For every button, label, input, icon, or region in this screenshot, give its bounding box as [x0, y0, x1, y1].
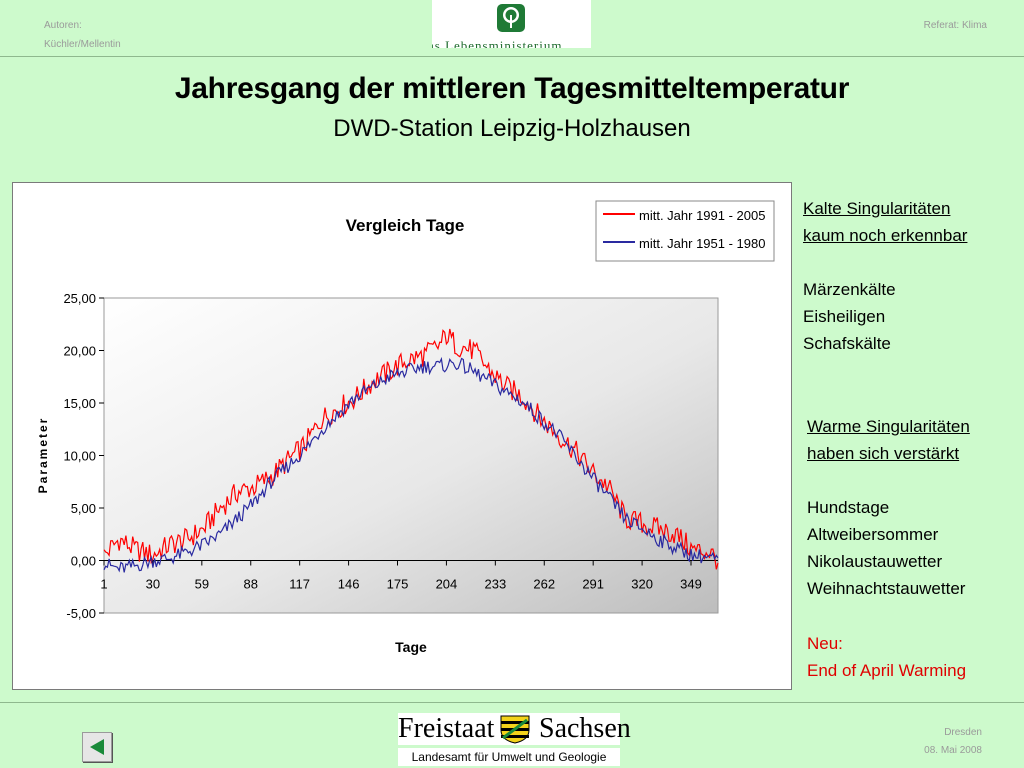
agency-name: Landesamt für Umwelt und Geologie [398, 748, 620, 766]
warm-item: Weihnachtstauwetter [807, 579, 966, 598]
x-tick-label: 59 [195, 577, 209, 592]
new-item: End of April Warming [807, 661, 967, 680]
chart-legend: mitt. Jahr 1991 - 2005 mitt. Jahr 1951 -… [595, 200, 775, 262]
state-name-right: Sachsen [539, 713, 631, 744]
y-tick-label: 5,00 [71, 501, 96, 516]
legend-label-recent: mitt. Jahr 1991 - 2005 [639, 208, 765, 223]
chart-frame: Vergleich Tage -5,00 0,00 5,00 10,00 15,00 20… [12, 182, 792, 690]
state-logo: Freistaat Sachsen [398, 713, 631, 745]
page-subtitle: DWD-Station Leipzig-Holzhausen [333, 115, 691, 142]
x-axis-label: Tage [395, 639, 427, 655]
cold-item: Schafskälte [803, 334, 891, 353]
coat-of-arms-icon [500, 715, 530, 744]
x-tick-label: 233 [484, 577, 506, 592]
tree-logo-icon [497, 4, 525, 32]
series-line-1951-1980 [103, 356, 719, 573]
temperature-chart: Vergleich Tage -5,00 0,00 5,00 10,00 15,00 20… [36, 200, 775, 655]
warm-heading-line-2: haben sich verstärkt [807, 444, 960, 463]
y-tick-label: 0,00 [71, 554, 96, 569]
cold-heading-line-1: Kalte Singularitäten [803, 199, 951, 218]
ministry-logo: as Lebensministerium [432, 0, 591, 48]
x-tick-label: 1 [100, 577, 107, 592]
y-tick-label: 25,00 [63, 291, 96, 306]
referat-label: Referat: Klima [923, 20, 987, 31]
footer-divider [0, 702, 1024, 703]
y-axis: -5,00 0,00 5,00 10,00 15,00 20,00 25,00 [63, 291, 104, 621]
x-tick-label: 291 [582, 577, 604, 592]
x-tick-label: 146 [338, 577, 360, 592]
authors-label: Autoren: [44, 20, 82, 31]
page-title: Jahresgang der mittleren Tagesmitteltemp… [174, 72, 850, 105]
y-tick-label: 15,00 [63, 396, 96, 411]
series-lines [103, 328, 719, 573]
x-axis: 1 30 59 88 117 146 175 204 233 262 291 320 349 [100, 560, 702, 592]
x-tick-label: 349 [680, 577, 702, 592]
legend-label-old: mitt. Jahr 1951 - 1980 [639, 236, 765, 251]
warm-item: Altweibersommer [807, 525, 939, 544]
triangle-left-icon [90, 739, 104, 755]
cold-item: Märzenkälte [803, 280, 896, 299]
x-tick-label: 262 [533, 577, 555, 592]
footer-date: 08. Mai 2008 [924, 745, 982, 756]
x-tick-label: 30 [146, 577, 160, 592]
y-axis-label: Parameter [36, 417, 50, 494]
x-tick-label: 175 [387, 577, 409, 592]
y-tick-label: 10,00 [63, 449, 96, 464]
x-tick-label: 320 [631, 577, 653, 592]
logo-text: as Lebensministerium [432, 38, 563, 48]
series-line-1991-2005 [103, 328, 719, 570]
plot-area [103, 297, 719, 614]
cold-item: Eisheiligen [803, 307, 886, 326]
x-tick-label: 204 [436, 577, 458, 592]
chart-title: Vergleich Tage [346, 216, 465, 235]
y-tick-label: 20,00 [63, 344, 96, 359]
y-tick-label: -5,00 [66, 606, 96, 621]
warm-item: Hundstage [807, 498, 890, 517]
new-label: Neu: [807, 634, 843, 653]
cold-singularities-panel: Kalte Singularitäten kaum noch erkennbar… [803, 195, 967, 357]
x-tick-label: 88 [244, 577, 258, 592]
footer-city: Dresden [944, 727, 982, 738]
new-finding-panel: Neu: End of April Warming [807, 630, 966, 684]
header-divider [0, 56, 1024, 57]
cold-heading-line-2: kaum noch erkennbar [803, 226, 968, 245]
state-name-left: Freistaat [398, 713, 495, 744]
warm-item: Nikolaustauwetter [807, 552, 943, 571]
warm-singularities-panel: Warme Singularitäten haben sich verstärk… [807, 413, 970, 602]
authors-names: Küchler/Mellentin [44, 39, 121, 50]
x-tick-label: 117 [289, 577, 310, 592]
warm-heading-line-1: Warme Singularitäten [807, 417, 970, 436]
back-button[interactable] [82, 732, 112, 762]
